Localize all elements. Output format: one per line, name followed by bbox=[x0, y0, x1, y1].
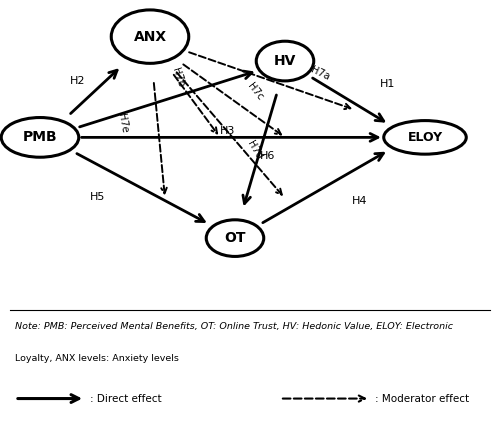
Text: PMB: PMB bbox=[22, 130, 58, 145]
Ellipse shape bbox=[206, 220, 264, 257]
Text: H2: H2 bbox=[70, 76, 85, 86]
Text: H4: H4 bbox=[352, 196, 368, 206]
Ellipse shape bbox=[256, 41, 314, 81]
Text: H3: H3 bbox=[220, 126, 235, 136]
Text: Loyalty, ANX levels: Anxiety levels: Loyalty, ANX levels: Anxiety levels bbox=[15, 354, 179, 363]
Text: ELOY: ELOY bbox=[408, 131, 442, 144]
Ellipse shape bbox=[1, 117, 79, 157]
Text: H7d: H7d bbox=[246, 139, 264, 161]
Text: H7a: H7a bbox=[309, 64, 331, 82]
Text: OT: OT bbox=[224, 231, 246, 245]
Text: H7e: H7e bbox=[116, 113, 129, 134]
Text: H6: H6 bbox=[260, 151, 275, 161]
Text: ANX: ANX bbox=[134, 30, 166, 44]
Text: H7c: H7c bbox=[245, 81, 265, 102]
Text: H7b: H7b bbox=[170, 67, 186, 89]
Text: H5: H5 bbox=[90, 192, 105, 202]
Text: HV: HV bbox=[274, 54, 296, 68]
Text: : Moderator effect: : Moderator effect bbox=[375, 393, 469, 404]
Text: Note: PMB: Perceived Mental Benefits, OT: Online Trust, HV: Hedonic Value, ELOY:: Note: PMB: Perceived Mental Benefits, OT… bbox=[15, 322, 453, 331]
Ellipse shape bbox=[384, 120, 466, 154]
Text: H1: H1 bbox=[380, 79, 395, 89]
Text: : Direct effect: : Direct effect bbox=[90, 393, 162, 404]
Ellipse shape bbox=[111, 10, 189, 63]
